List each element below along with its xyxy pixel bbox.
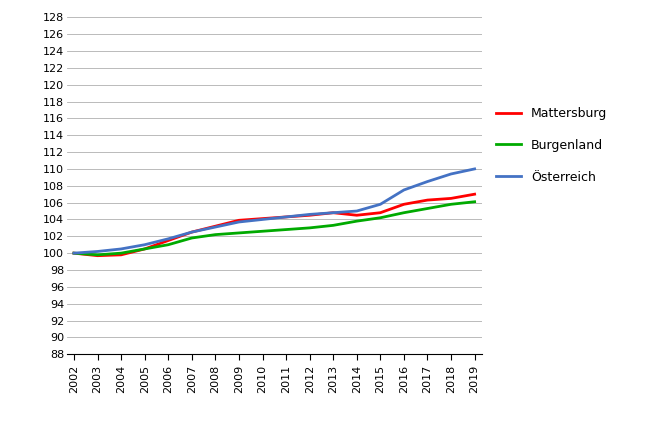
Legend: Mattersburg, Burgenland, Österreich: Mattersburg, Burgenland, Österreich [496, 107, 607, 184]
